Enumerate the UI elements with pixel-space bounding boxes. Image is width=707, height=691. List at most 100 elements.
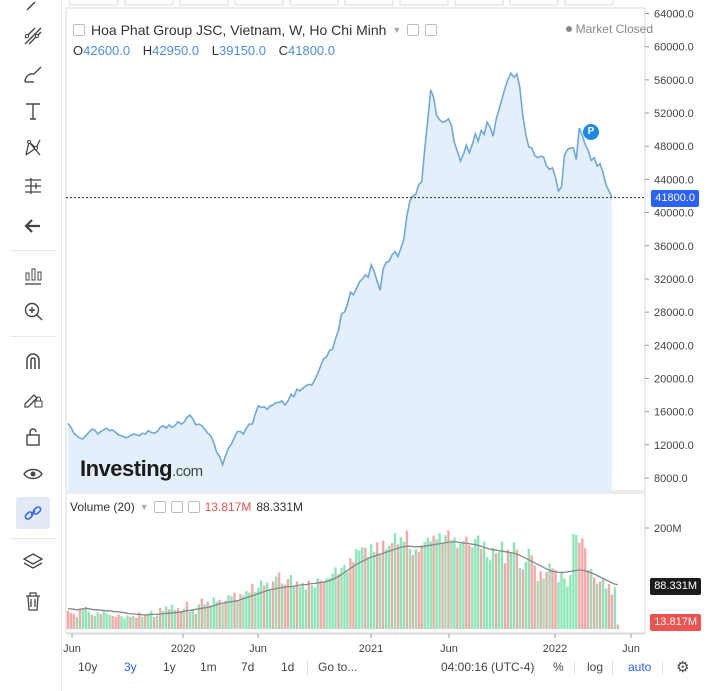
- time-tick-label: Jun: [63, 643, 81, 655]
- volume-bar: [485, 557, 489, 629]
- top-tab: [399, 0, 449, 6]
- timezone-clock[interactable]: 04:00:16 (UTC-4): [441, 660, 535, 674]
- collapse-legend-icon[interactable]: [73, 24, 85, 36]
- volume-bar: [239, 594, 242, 629]
- eye-icon[interactable]: [16, 458, 50, 490]
- volume-bar: [114, 616, 117, 629]
- lock-icon[interactable]: [16, 420, 50, 452]
- volume-ma-value: 88.331M: [256, 500, 304, 514]
- indicators-icon[interactable]: [16, 259, 50, 291]
- close-icon[interactable]: [187, 501, 200, 513]
- volume-tick-label: 200M: [654, 523, 682, 535]
- top-tab: [289, 0, 339, 6]
- volume-bar: [135, 617, 138, 629]
- price-tick-label: 28000.0: [654, 307, 694, 319]
- volume-bar: [343, 564, 346, 629]
- volume-bar: [584, 548, 587, 629]
- top-tab: [69, 0, 119, 6]
- volume-bar: [355, 549, 358, 629]
- volume-bar: [90, 614, 93, 629]
- ohlc-values: O42600.0 H42950.0 L39150.0 C41800.0: [73, 43, 344, 58]
- range-10y[interactable]: 10y: [78, 660, 98, 674]
- chevron-down-icon[interactable]: ▼: [392, 25, 402, 35]
- volume-bar: [569, 575, 572, 629]
- volume-bar: [616, 624, 620, 629]
- volume-bar: [138, 612, 141, 629]
- volume-label[interactable]: Volume (20): [70, 500, 135, 514]
- volume-bar: [274, 576, 278, 629]
- volume-bar: [450, 540, 453, 629]
- price-chart[interactable]: 8000.0 12000.0 16000.0 20000.0 24000.0 28000.…: [62, 0, 707, 691]
- volume-bar: [524, 561, 527, 629]
- volume-bar: [150, 610, 153, 629]
- volume-bar: [381, 540, 385, 629]
- percent-toggle[interactable]: %: [553, 660, 564, 674]
- price-line: [67, 71, 613, 468]
- volume-bar: [69, 612, 73, 629]
- back-arrow-icon[interactable]: [16, 210, 50, 242]
- top-tab: [564, 0, 614, 6]
- pattern-icon[interactable]: [16, 132, 50, 164]
- volume-bar: [509, 552, 513, 629]
- volume-bar: [435, 539, 438, 629]
- trend-line-icon[interactable]: [16, 20, 50, 52]
- volume-bar: [200, 598, 203, 629]
- volume-bar: [453, 537, 456, 629]
- range-7d[interactable]: 7d: [241, 660, 255, 674]
- settings-icon[interactable]: [407, 24, 420, 36]
- volume-bar: [527, 548, 530, 629]
- volume-bar: [263, 585, 266, 629]
- volume-bar: [188, 611, 192, 629]
- volume-bar: [533, 565, 536, 629]
- volume-bar: [494, 553, 498, 630]
- volume-bar: [141, 616, 144, 629]
- volume-bar: [587, 569, 590, 629]
- measure-icon[interactable]: [16, 170, 50, 202]
- event-marker-icon[interactable]: P: [583, 124, 599, 140]
- volume-bar: [295, 581, 299, 629]
- range-1m[interactable]: 1m: [200, 660, 217, 674]
- volume-bar: [518, 567, 521, 629]
- volume-bar: [209, 605, 212, 629]
- volume-bar: [491, 547, 495, 629]
- range-1y[interactable]: 1y: [163, 660, 176, 674]
- market-status: Market Closed: [565, 22, 653, 36]
- volume-bar: [459, 543, 462, 629]
- goto-button[interactable]: Go to...: [318, 660, 358, 674]
- volume-bar: [500, 541, 504, 629]
- volume-bar: [248, 592, 251, 629]
- range-1d[interactable]: 1d: [281, 660, 295, 674]
- hide-icon[interactable]: [153, 501, 166, 513]
- volume-bar: [301, 583, 304, 629]
- cursor-icon[interactable]: [16, 0, 50, 18]
- magnet-icon[interactable]: [16, 345, 50, 377]
- gear-icon[interactable]: [425, 24, 438, 36]
- log-toggle[interactable]: log: [587, 660, 604, 674]
- volume-bar: [96, 612, 99, 629]
- zoom-in-icon[interactable]: [16, 295, 50, 327]
- auto-toggle[interactable]: auto: [628, 660, 652, 674]
- settings-icon[interactable]: [170, 501, 183, 513]
- lock-drawing-icon[interactable]: [16, 382, 50, 414]
- status-dot-icon: [565, 26, 572, 32]
- chevron-down-icon[interactable]: ▼: [139, 502, 149, 512]
- volume-bar: [191, 609, 195, 629]
- volume-bar: [331, 573, 334, 629]
- chart-canvas[interactable]: 8000.0 12000.0 16000.0 20000.0 24000.0 28000.…: [62, 0, 707, 656]
- volume-bar: [224, 600, 227, 629]
- volume-last-value: 13.817M: [204, 500, 252, 514]
- volume-bar: [373, 551, 376, 629]
- volume-bar: [129, 616, 132, 629]
- volume-bar: [170, 604, 174, 629]
- range-3y[interactable]: 3y: [124, 660, 137, 674]
- instrument-title[interactable]: Hoa Phat Group JSC, Vietnam, W, Ho Chi M…: [91, 22, 387, 38]
- trash-icon[interactable]: [16, 585, 50, 617]
- gear-icon[interactable]: ⚙: [676, 659, 690, 676]
- close-value: 41800.0: [288, 43, 336, 58]
- layers-icon[interactable]: [16, 546, 50, 578]
- link-icon[interactable]: [16, 497, 50, 529]
- brush-icon[interactable]: [16, 58, 50, 90]
- text-icon[interactable]: [16, 95, 50, 127]
- volume-bar: [595, 583, 599, 629]
- volume-bar: [325, 578, 328, 629]
